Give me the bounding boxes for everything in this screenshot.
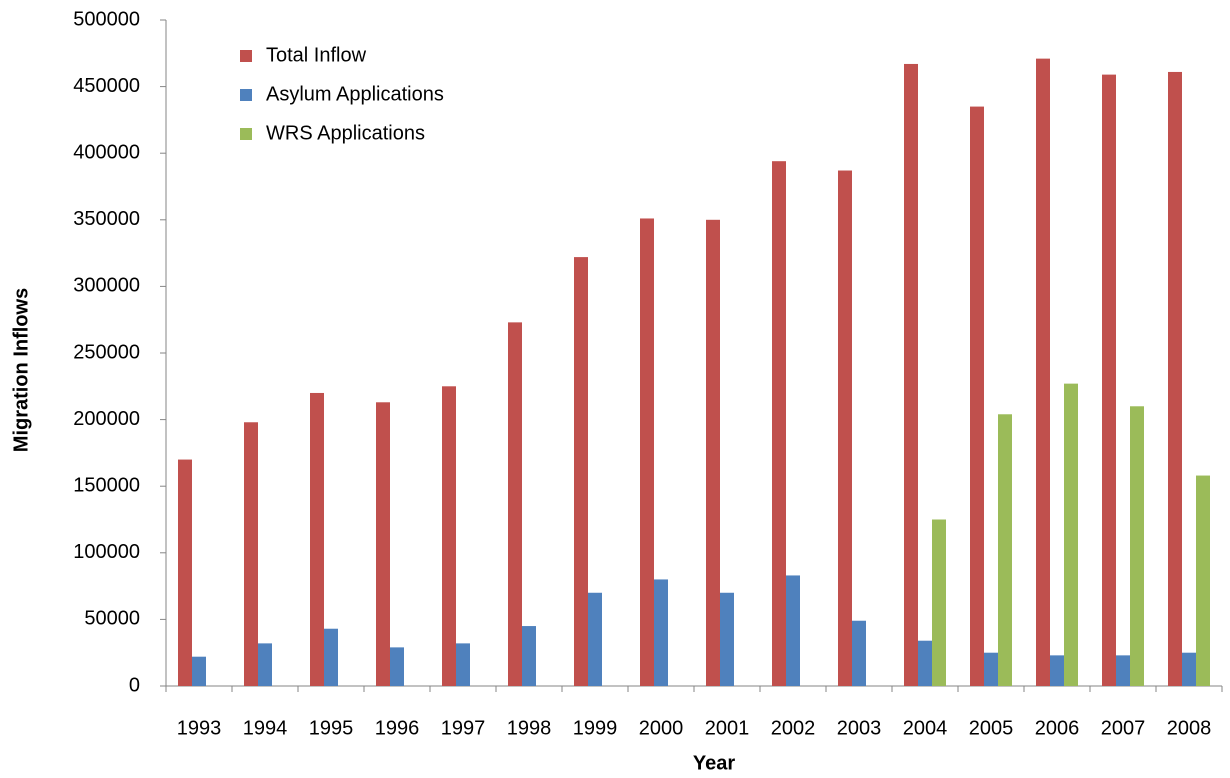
bar: [310, 392, 324, 686]
y-tick-label: 400000: [73, 141, 140, 163]
bar: [390, 647, 404, 686]
bar: [1116, 655, 1130, 686]
y-tick-label: 450000: [73, 75, 140, 97]
bar: [244, 422, 258, 686]
bar: [706, 219, 720, 687]
x-tick-label: 2001: [705, 717, 750, 739]
bar: [918, 640, 932, 686]
bar: [1036, 58, 1050, 687]
y-tick-label: 50000: [84, 608, 140, 630]
legend-swatch: [240, 89, 252, 101]
y-tick-label: 500000: [73, 8, 140, 30]
legend-swatch: [240, 128, 252, 140]
legend-label: Asylum Applications: [266, 83, 444, 105]
x-tick-label: 1998: [507, 717, 552, 739]
legend-label: WRS Applications: [266, 122, 425, 144]
y-tick-label: 350000: [73, 208, 140, 230]
bar: [904, 63, 918, 687]
bar: [640, 218, 654, 686]
y-axis-title: Migration Inflows: [10, 288, 32, 452]
x-tick-label: 1997: [441, 717, 486, 739]
bar: [1064, 383, 1078, 686]
x-tick-label: 1993: [177, 717, 222, 739]
legend-label: Total Inflow: [266, 44, 367, 66]
bar: [508, 322, 522, 686]
x-tick-label: 1996: [375, 717, 420, 739]
x-tick-label: 1995: [309, 717, 354, 739]
bar: [970, 106, 984, 686]
bar: [852, 620, 866, 686]
bar: [772, 161, 786, 686]
x-tick-label: 2002: [771, 717, 816, 739]
y-tick-label: 150000: [73, 474, 140, 496]
x-tick-label: 2008: [1167, 717, 1212, 739]
y-tick-label: 100000: [73, 541, 140, 563]
bar: [1102, 74, 1116, 686]
bar: [1130, 406, 1144, 686]
bar: [1196, 475, 1210, 686]
bar: [376, 402, 390, 686]
bar: [258, 643, 272, 686]
bar: [654, 579, 668, 686]
x-tick-label: 2000: [639, 717, 684, 739]
bar: [984, 652, 998, 686]
bar: [720, 592, 734, 686]
x-axis-title: Year: [693, 752, 735, 774]
bar: [522, 626, 536, 686]
x-tick-label: 2006: [1035, 717, 1080, 739]
bar: [1050, 655, 1064, 686]
bar: [1168, 71, 1182, 686]
y-tick-label: 300000: [73, 275, 140, 297]
bar: [574, 257, 588, 686]
bar: [178, 459, 192, 686]
x-tick-label: 1994: [243, 717, 288, 739]
bar: [786, 575, 800, 686]
bar: [932, 519, 946, 686]
x-tick-label: 2007: [1101, 717, 1146, 739]
bar: [1182, 652, 1196, 686]
x-tick-label: 2005: [969, 717, 1014, 739]
x-tick-label: 2003: [837, 717, 882, 739]
y-tick-label: 0: [129, 674, 140, 696]
bar: [324, 628, 338, 686]
x-tick-label: 2004: [903, 717, 948, 739]
bar: [442, 386, 456, 686]
bar: [456, 643, 470, 686]
y-tick-label: 250000: [73, 341, 140, 363]
bar: [588, 592, 602, 686]
legend-swatch: [240, 50, 252, 62]
bar: [998, 414, 1012, 686]
bar: [192, 656, 206, 686]
x-tick-label: 1999: [573, 717, 618, 739]
y-tick-label: 200000: [73, 408, 140, 430]
bar: [838, 170, 852, 687]
